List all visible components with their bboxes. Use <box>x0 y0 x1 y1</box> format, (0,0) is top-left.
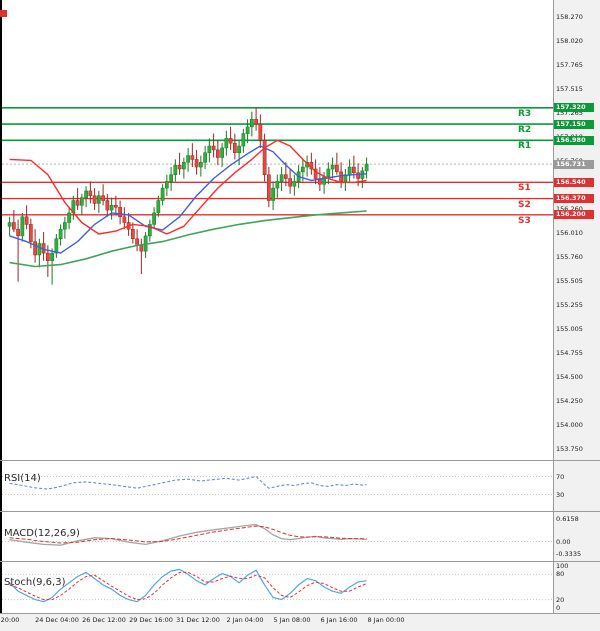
candle-body <box>75 200 80 206</box>
candle-body <box>122 216 127 223</box>
candle-body <box>12 222 16 230</box>
candle-body <box>29 224 33 242</box>
candle-body <box>271 187 275 201</box>
candle-body <box>237 145 241 153</box>
candle-body <box>199 162 203 168</box>
candle-body <box>275 181 280 189</box>
macd-signal-line <box>9 525 367 544</box>
candle-body <box>313 168 318 179</box>
candle-body <box>347 166 352 175</box>
candle-body <box>220 147 224 158</box>
candle-body <box>245 126 250 134</box>
candle-body <box>139 245 144 252</box>
candle-body <box>292 181 297 187</box>
candle-body <box>250 119 254 128</box>
candle-body <box>152 212 156 225</box>
candle-body <box>301 166 305 173</box>
candle-body <box>267 174 271 201</box>
candle-body <box>339 171 343 182</box>
candle-body <box>228 138 233 144</box>
candle-body <box>101 195 105 201</box>
candle-body <box>114 205 118 208</box>
candle-body <box>326 168 331 177</box>
candle-body <box>254 119 258 125</box>
candle-body <box>46 252 50 261</box>
candle-body <box>241 133 246 147</box>
candle-body <box>284 174 288 179</box>
macd-main-line <box>9 523 367 546</box>
candle-body <box>356 172 360 179</box>
candle-body <box>233 142 237 153</box>
ma-blue-line <box>9 145 367 254</box>
candle-body <box>54 238 59 254</box>
candle-body <box>182 162 186 170</box>
candle-body <box>216 149 220 158</box>
candle-body <box>169 174 173 182</box>
candle-body <box>67 212 71 223</box>
candle-body <box>109 205 114 211</box>
candle-body <box>190 155 195 160</box>
candle-body <box>33 241 37 256</box>
candle-body <box>352 166 356 174</box>
candle-body <box>131 228 135 239</box>
candle-body <box>194 159 199 168</box>
candle-body <box>224 138 229 149</box>
candle-body <box>207 145 212 153</box>
ma-red-line <box>9 139 367 235</box>
candle-body <box>50 252 54 261</box>
candle-body <box>84 190 88 198</box>
candle-body <box>279 174 284 182</box>
candle-body <box>20 216 25 237</box>
candle-body <box>160 187 165 201</box>
candle-body <box>173 164 178 175</box>
candle-body <box>165 181 169 189</box>
candle-body <box>186 155 190 163</box>
candle-body <box>80 197 84 206</box>
candle-body <box>63 222 67 230</box>
candle-body <box>203 152 207 163</box>
ma-green-line <box>9 210 367 268</box>
candle-body <box>156 200 161 214</box>
candle-body <box>288 178 292 187</box>
candle-body <box>262 140 267 175</box>
candle-body <box>177 164 182 170</box>
candle-body <box>58 228 63 239</box>
stoch-d-line <box>9 571 367 601</box>
candle-body <box>335 164 339 173</box>
rsi-line <box>9 475 367 490</box>
candle-body <box>364 163 369 172</box>
candle-body <box>37 243 42 256</box>
candle-body <box>330 164 335 170</box>
candle-body <box>105 200 110 211</box>
time-axis-strip <box>0 614 600 631</box>
candle-body <box>211 145 216 151</box>
line-marker <box>0 10 7 17</box>
candle-body <box>97 195 101 204</box>
chart-left-border <box>0 0 2 614</box>
candle-body <box>24 216 29 225</box>
candle-body <box>148 224 152 237</box>
candle-body <box>258 123 263 141</box>
candle-body <box>7 222 12 227</box>
candle-body <box>88 190 93 196</box>
candle-body <box>16 228 20 237</box>
stoch-k-line <box>9 568 367 603</box>
candle-body <box>92 195 97 204</box>
candle-body <box>118 206 122 218</box>
